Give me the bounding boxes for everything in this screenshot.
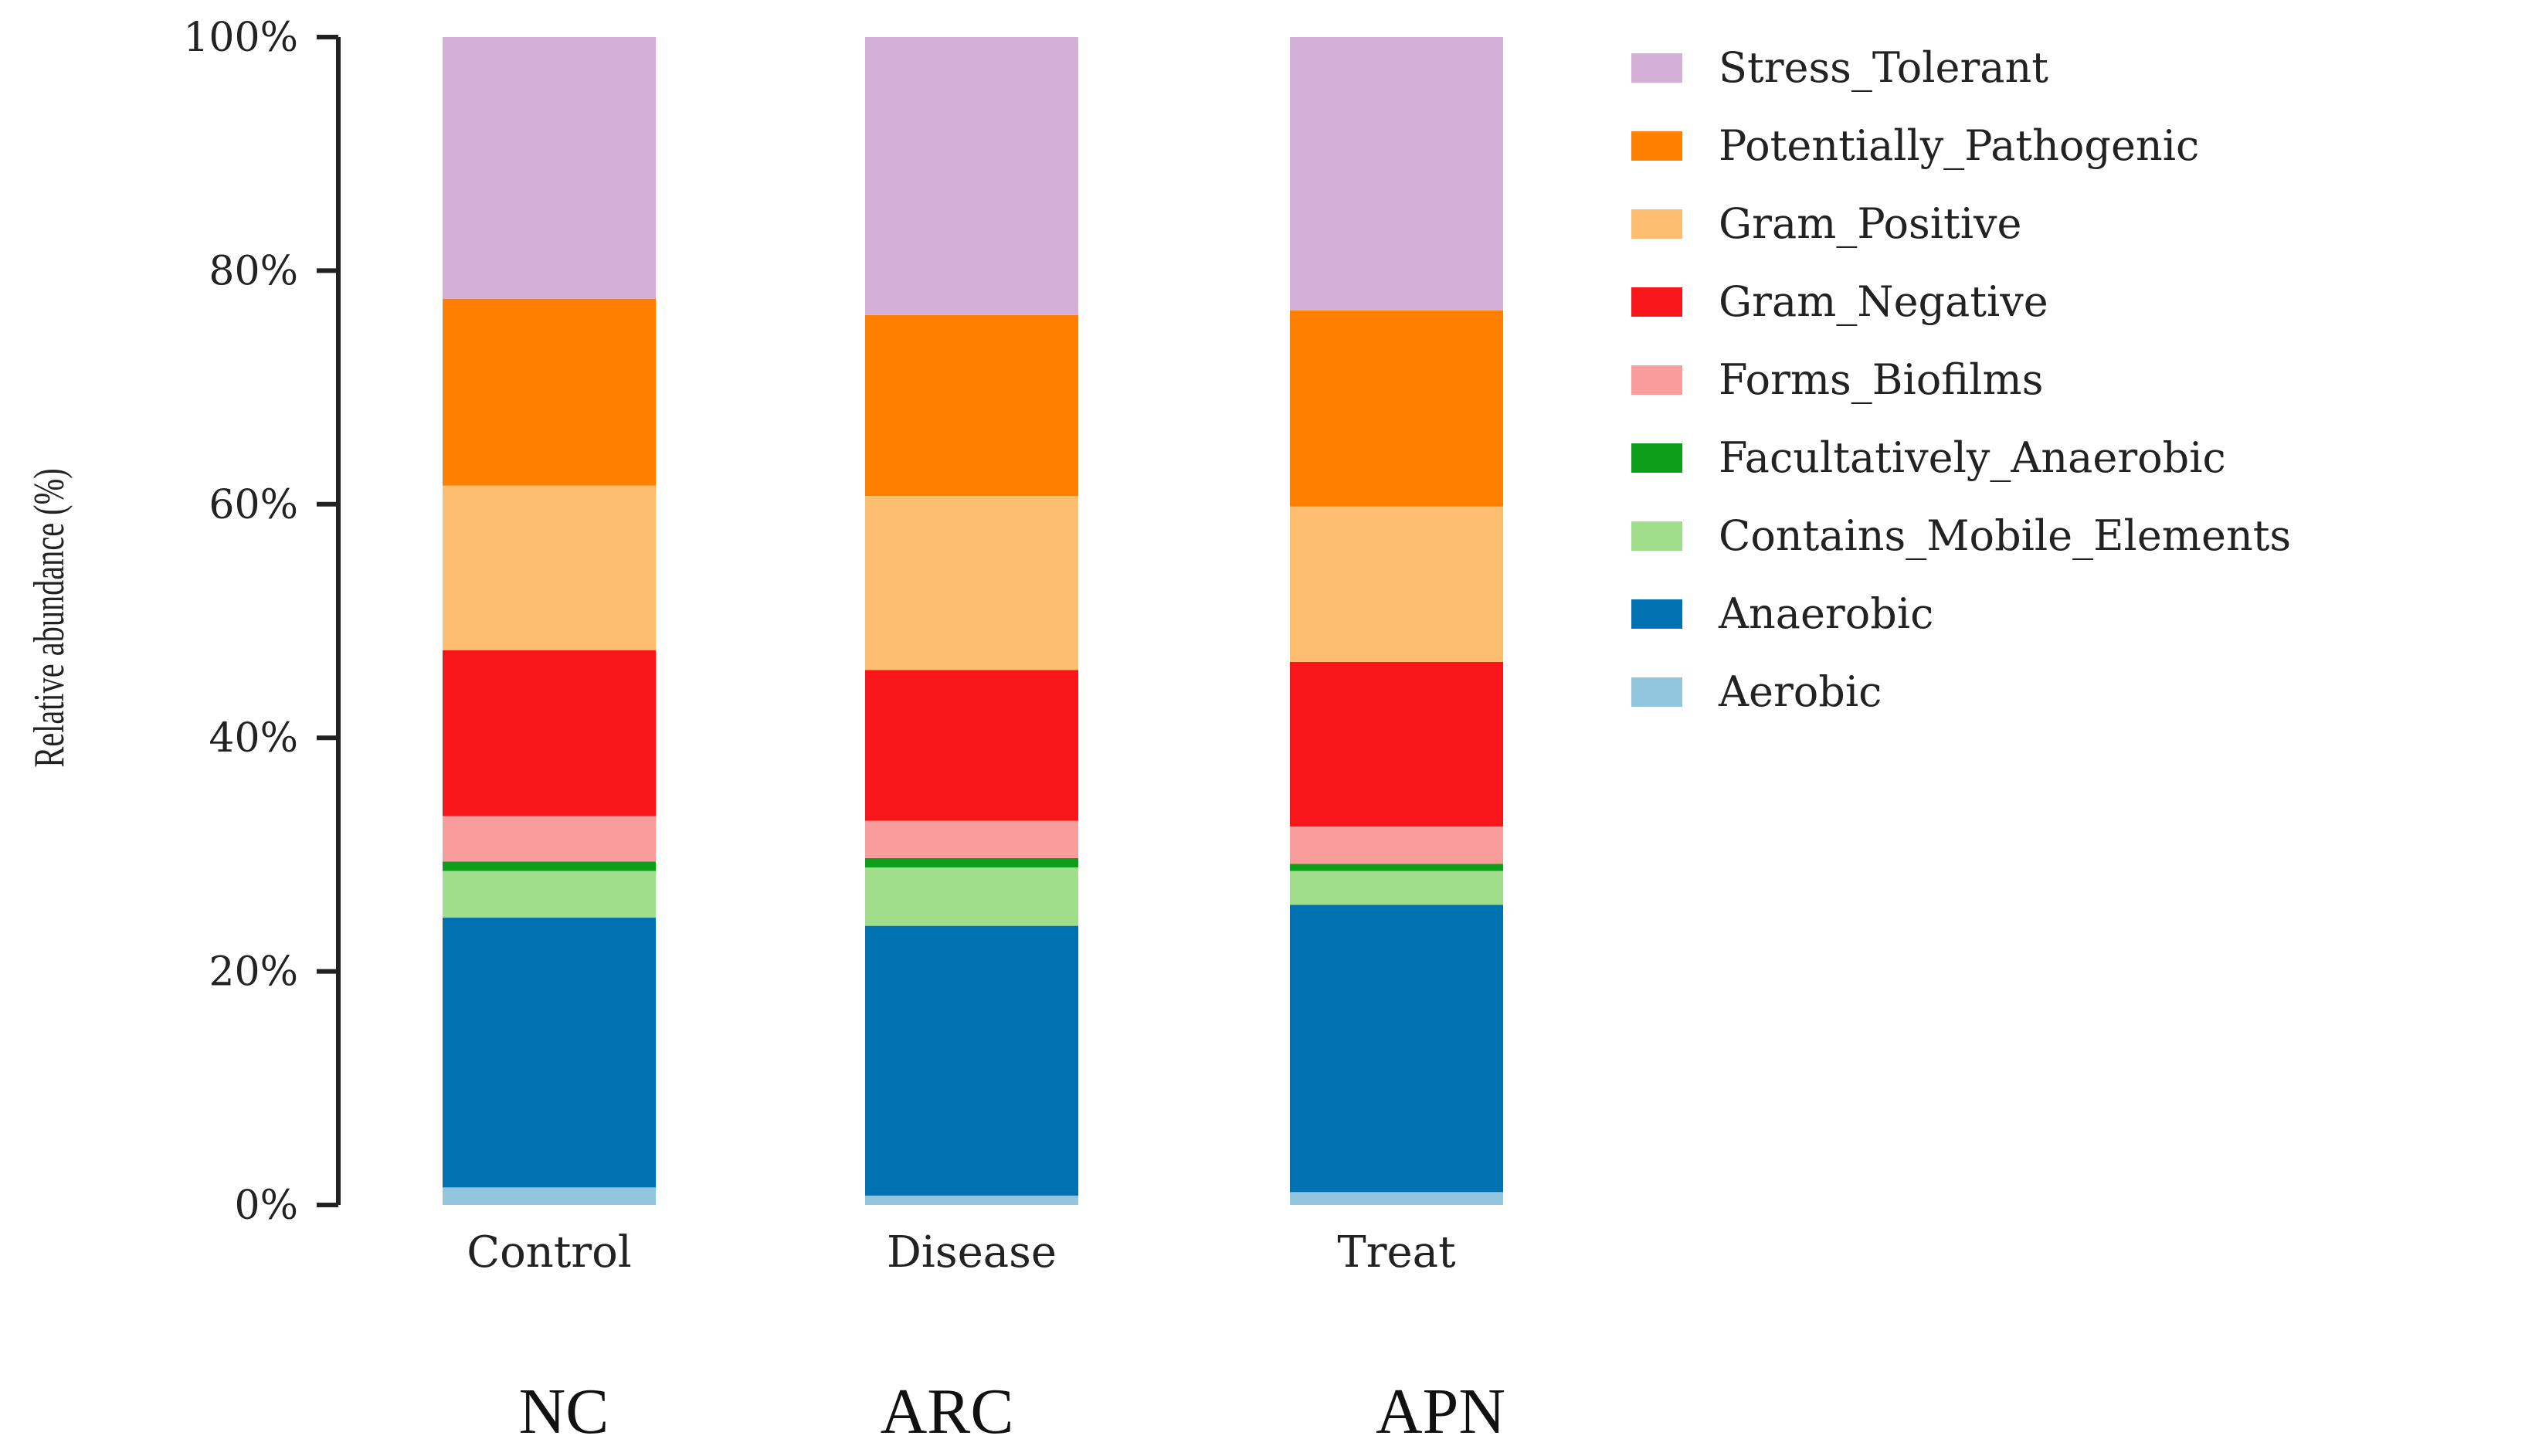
bar-segment-potentially-pathogenic (443, 298, 656, 486)
bar-segment-facultatively-anaerobic (1290, 864, 1503, 871)
legend-item: Stress_Tolerant (1631, 43, 2048, 92)
legend-swatch (1631, 365, 1682, 395)
legend-swatch (1631, 53, 1682, 83)
y-tick-label: 80% (209, 248, 298, 294)
bars (443, 37, 1503, 1205)
category-labels: Control Disease Treat NC ARC APN (467, 1227, 1505, 1448)
bar-segment-aerobic (1290, 1192, 1503, 1205)
legend-item: Gram_Positive (1631, 199, 2021, 248)
bar-segment-facultatively-anaerobic (443, 861, 656, 871)
x-tick-label: Disease (887, 1227, 1057, 1278)
bar-segment-anaerobic (443, 918, 656, 1188)
bar-segment-forms-biofilms (443, 816, 656, 862)
bar-segment-potentially-pathogenic (1290, 310, 1503, 507)
x-tick-label: Control (467, 1227, 632, 1278)
bar-segment-forms-biofilms (1290, 826, 1503, 864)
legend: Stress_Tolerant Potentially_Pathogenic Gra… (1631, 43, 2291, 716)
y-tick-label: 100% (183, 15, 298, 61)
legend-label: Aerobic (1718, 667, 1882, 716)
bar-segment-gram-positive (865, 496, 1078, 670)
bar-stack-disease (865, 37, 1078, 1205)
bar-segment-potentially-pathogenic (865, 314, 1078, 497)
legend-item: Facultatively_Anaerobic (1631, 433, 2226, 482)
bar-segment-stress-tolerant (1290, 37, 1503, 311)
legend-label: Gram_Negative (1719, 277, 2048, 326)
bar-segment-contains-mobile-elements (443, 871, 656, 918)
legend-swatch (1631, 677, 1682, 707)
bar-segment-gram-negative (1290, 661, 1503, 827)
y-axis: 0% 20% 40% 60% 80% 100% (183, 15, 341, 1229)
bar-segment-aerobic (865, 1195, 1078, 1205)
bar-segment-forms-biofilms (865, 820, 1078, 858)
legend-label: Facultatively_Anaerobic (1719, 433, 2226, 482)
legend-item: Aerobic (1631, 667, 1882, 716)
bar-segment-contains-mobile-elements (865, 867, 1078, 926)
legend-swatch (1631, 209, 1682, 239)
legend-label: Stress_Tolerant (1719, 43, 2048, 92)
legend-swatch (1631, 599, 1682, 629)
y-tick-label: 0% (235, 1183, 299, 1229)
legend-label: Contains_Mobile_Elements (1719, 511, 2291, 560)
legend-swatch (1631, 287, 1682, 317)
y-tick-label: 60% (209, 482, 298, 528)
legend-swatch (1631, 521, 1682, 551)
legend-item: Contains_Mobile_Elements (1631, 511, 2291, 560)
legend-item: Potentially_Pathogenic (1631, 121, 2199, 170)
bar-segment-facultatively-anaerobic (865, 857, 1078, 868)
bar-segment-anaerobic (865, 925, 1078, 1196)
y-tick-label: 20% (209, 949, 298, 996)
x-tick-label: Treat (1337, 1227, 1456, 1278)
legend-item: Anaerobic (1631, 589, 1933, 638)
legend-label: Anaerobic (1718, 589, 1933, 638)
legend-item: Gram_Negative (1631, 277, 2048, 326)
bar-segment-aerobic (443, 1187, 656, 1205)
bar-segment-gram-positive (1290, 506, 1503, 662)
legend-label: Forms_Biofilms (1719, 355, 2043, 404)
bar-segment-stress-tolerant (443, 37, 656, 299)
bar-segment-gram-positive (443, 485, 656, 650)
group-label: ARC (881, 1376, 1014, 1448)
bar-stack-treat (1290, 37, 1503, 1205)
legend-label: Gram_Positive (1719, 199, 2021, 248)
bar-segment-stress-tolerant (865, 37, 1078, 315)
bar-stack-control (443, 37, 656, 1205)
bar-segment-contains-mobile-elements (1290, 871, 1503, 905)
y-axis-title: Relative abundance (%) (25, 468, 73, 767)
legend-label: Potentially_Pathogenic (1719, 121, 2199, 170)
group-label: APN (1376, 1376, 1505, 1448)
bar-segment-gram-negative (865, 670, 1078, 821)
group-label: NC (519, 1376, 609, 1448)
y-tick-label: 40% (209, 715, 298, 762)
legend-swatch (1631, 443, 1682, 473)
legend-swatch (1631, 131, 1682, 161)
bar-segment-anaerobic (1290, 904, 1503, 1193)
bar-segment-gram-negative (443, 650, 656, 816)
legend-item: Forms_Biofilms (1631, 355, 2043, 404)
